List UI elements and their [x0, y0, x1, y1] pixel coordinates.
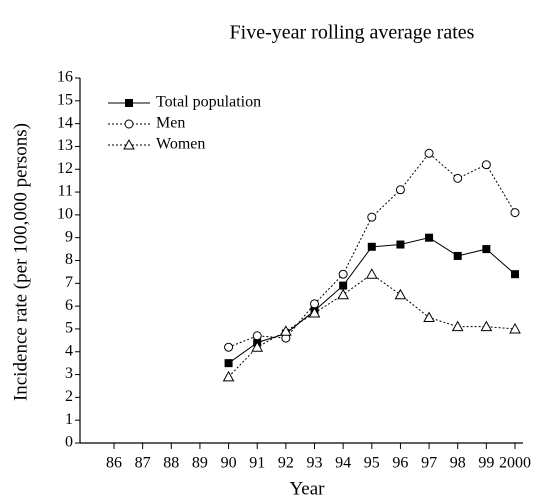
y-tick-label: 16 [57, 69, 73, 86]
x-tick-label: 97 [421, 455, 437, 472]
marker [480, 320, 493, 332]
y-tick-label: 9 [65, 228, 73, 245]
y-tick-label: 7 [65, 274, 73, 291]
marker [339, 281, 348, 290]
marker [453, 173, 463, 183]
legend-marker [124, 119, 134, 129]
x-tick-label: 88 [163, 455, 179, 472]
y-tick-label: 14 [57, 114, 73, 131]
marker [251, 341, 264, 352]
marker [224, 359, 233, 368]
series-line [228, 237, 516, 364]
x-tick-label: 87 [135, 455, 151, 472]
marker [482, 245, 491, 254]
x-tick-label: 91 [249, 455, 265, 472]
y-axis-label: Incidence rate (per 100,000 persons) [10, 123, 31, 401]
y-tick-label: 1 [65, 411, 73, 428]
x-tick-label: 86 [106, 455, 122, 472]
legend-label: Men [156, 115, 185, 132]
x-tick-label: 93 [307, 455, 323, 472]
y-tick-label: 8 [65, 251, 73, 268]
x-tick-label: 98 [450, 455, 466, 472]
y-tick-label: 12 [57, 160, 73, 177]
marker [338, 269, 348, 279]
x-axis-label: Year [289, 478, 325, 499]
legend-label: Total population [156, 94, 261, 111]
marker [224, 342, 234, 352]
y-tick-label: 4 [65, 342, 73, 359]
marker [367, 212, 377, 222]
x-tick-label: 2000 [499, 455, 531, 472]
legend-marker [125, 99, 133, 107]
y-tick-label: 15 [57, 91, 73, 108]
x-tick-label: 90 [221, 455, 237, 472]
x-tick-label: 89 [192, 455, 208, 472]
marker [365, 268, 378, 279]
marker [481, 160, 491, 170]
x-tick-label: 96 [392, 455, 408, 472]
marker [394, 288, 407, 300]
x-tick-label: 94 [335, 455, 351, 472]
marker [396, 240, 405, 249]
marker [424, 148, 434, 158]
marker [453, 251, 462, 260]
marker [451, 320, 464, 332]
y-tick-label: 3 [65, 365, 73, 382]
marker [395, 185, 405, 195]
x-tick-label: 99 [478, 455, 494, 472]
y-tick-label: 10 [57, 206, 73, 223]
chart-title: Five-year rolling average rates [230, 22, 475, 44]
y-tick-label: 6 [65, 297, 73, 314]
x-tick-label: 92 [278, 455, 294, 472]
marker [423, 311, 435, 323]
series-line [228, 273, 516, 378]
marker [337, 288, 349, 300]
y-tick-label: 13 [57, 137, 73, 154]
marker [509, 322, 521, 334]
marker [308, 306, 321, 318]
marker [280, 325, 292, 336]
marker [425, 233, 434, 242]
marker [511, 270, 519, 279]
y-tick-label: 5 [65, 320, 73, 337]
marker [222, 370, 235, 382]
marker [367, 242, 376, 251]
y-tick-label: 11 [58, 183, 73, 200]
marker [510, 208, 520, 218]
legend-marker [123, 138, 135, 150]
marker [252, 331, 262, 341]
x-tick-label: 95 [364, 455, 380, 472]
marker [310, 299, 319, 309]
y-tick-label: 0 [65, 434, 73, 451]
y-tick-label: 2 [65, 388, 73, 405]
legend-label: Women [156, 136, 205, 153]
